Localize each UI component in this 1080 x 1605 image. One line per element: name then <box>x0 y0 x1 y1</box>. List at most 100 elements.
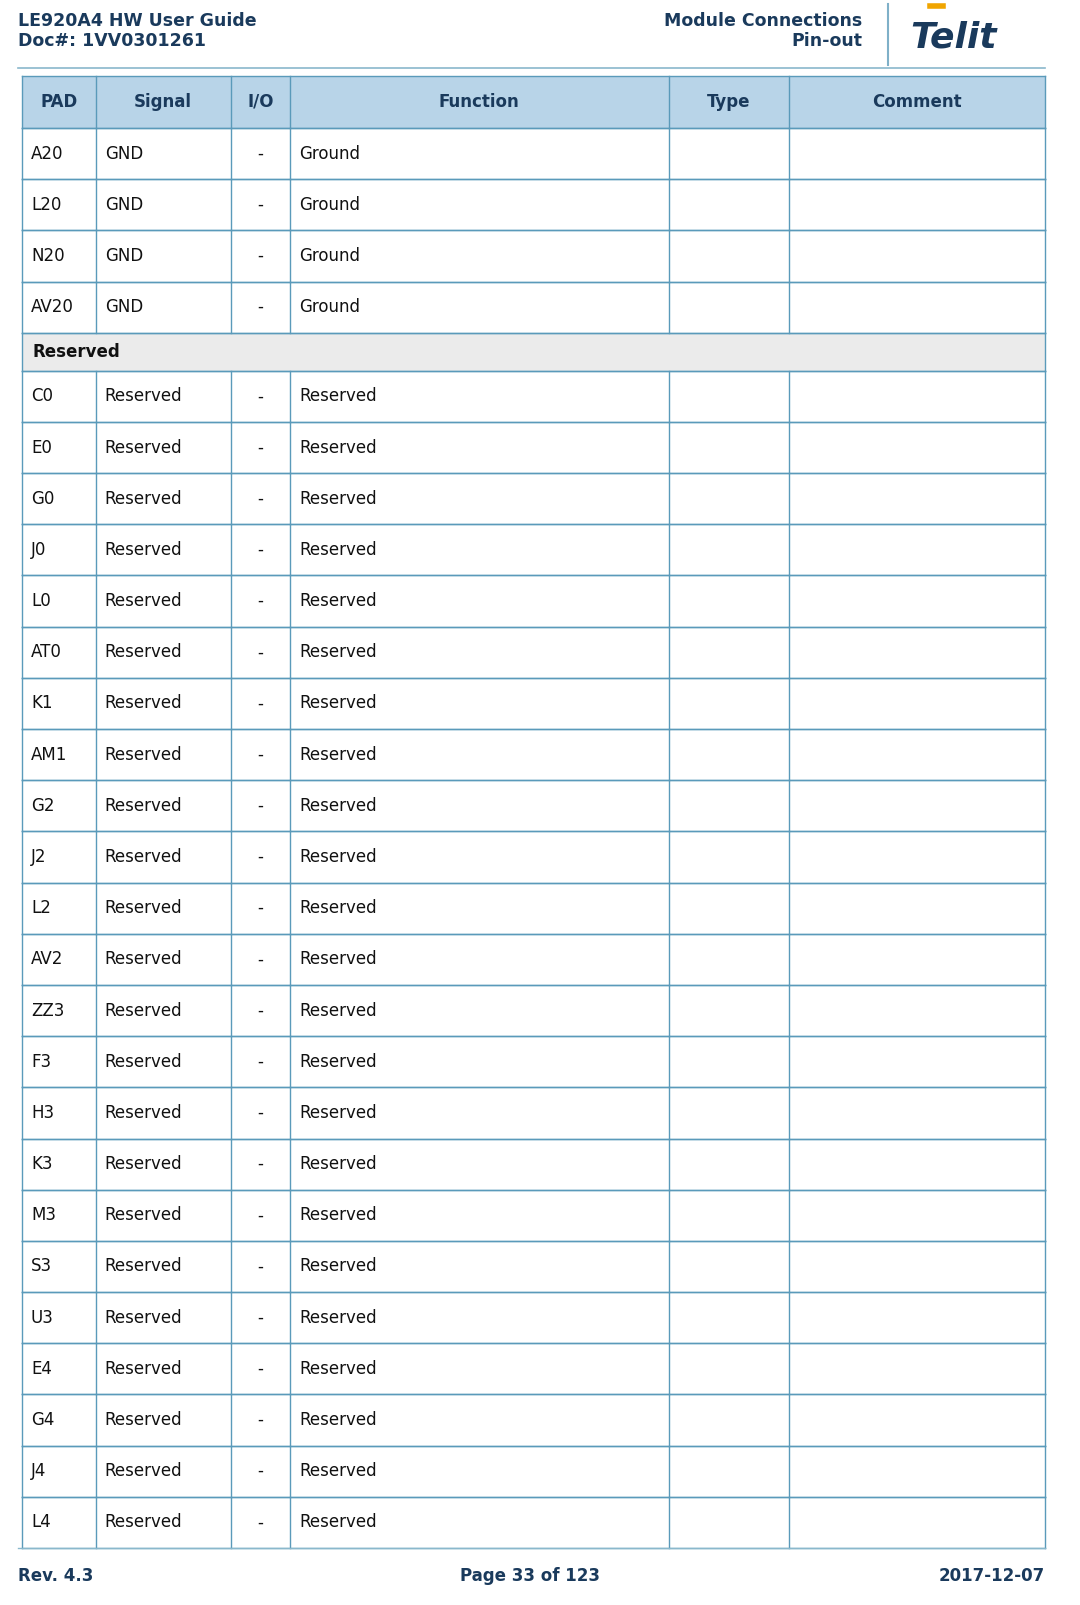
Text: -: - <box>257 1462 264 1480</box>
Text: Reserved: Reserved <box>105 695 183 713</box>
Bar <box>22 729 1045 780</box>
Text: Reserved: Reserved <box>299 387 377 406</box>
Text: -: - <box>257 1514 264 1531</box>
Text: G0: G0 <box>31 490 54 507</box>
Text: C0: C0 <box>31 387 53 406</box>
Text: -: - <box>257 1156 264 1173</box>
Text: Reserved: Reserved <box>299 1207 377 1225</box>
Bar <box>22 576 1045 626</box>
Text: -: - <box>257 196 264 213</box>
Text: Reserved: Reserved <box>299 1308 377 1327</box>
Text: -: - <box>257 144 264 162</box>
Bar <box>22 677 1045 729</box>
Text: -: - <box>257 1257 264 1276</box>
Bar <box>22 281 1045 332</box>
Text: E4: E4 <box>31 1359 52 1377</box>
Text: G2: G2 <box>31 796 54 815</box>
Bar <box>22 985 1045 1037</box>
Text: Reserved: Reserved <box>299 1156 377 1173</box>
Text: Reserved: Reserved <box>299 438 377 456</box>
Text: -: - <box>257 695 264 713</box>
Text: K3: K3 <box>31 1156 53 1173</box>
Text: AT0: AT0 <box>31 644 62 661</box>
Text: GND: GND <box>105 196 143 213</box>
Bar <box>22 525 1045 576</box>
Text: Reserved: Reserved <box>105 950 183 968</box>
Text: Reserved: Reserved <box>299 1359 377 1377</box>
Bar <box>22 1138 1045 1189</box>
Text: Reserved: Reserved <box>105 1514 183 1531</box>
Text: Reserved: Reserved <box>299 1002 377 1019</box>
Text: -: - <box>257 247 264 265</box>
Text: -: - <box>257 1359 264 1377</box>
Text: G4: G4 <box>31 1411 54 1428</box>
Bar <box>22 1395 1045 1446</box>
Text: Ground: Ground <box>299 144 360 162</box>
Text: Reserved: Reserved <box>299 1257 377 1276</box>
Text: K1: K1 <box>31 695 53 713</box>
Text: LE920A4 HW User Guide: LE920A4 HW User Guide <box>18 11 257 30</box>
Text: Reserved: Reserved <box>105 1359 183 1377</box>
Text: Reserved: Reserved <box>299 899 377 916</box>
Bar <box>22 1037 1045 1087</box>
Text: L0: L0 <box>31 592 51 610</box>
Bar <box>22 231 1045 281</box>
Text: Reserved: Reserved <box>105 1411 183 1428</box>
Text: E0: E0 <box>31 438 52 456</box>
Text: -: - <box>257 746 264 764</box>
Text: Reserved: Reserved <box>299 847 377 867</box>
Text: Ground: Ground <box>299 247 360 265</box>
Text: Reserved: Reserved <box>105 1156 183 1173</box>
Text: -: - <box>257 541 264 559</box>
Text: Rev. 4.3: Rev. 4.3 <box>18 1566 93 1586</box>
Text: Reserved: Reserved <box>299 1053 377 1071</box>
Text: A20: A20 <box>31 144 64 162</box>
Text: Telit: Telit <box>910 21 997 55</box>
Text: Reserved: Reserved <box>105 1207 183 1225</box>
Text: Reserved: Reserved <box>299 796 377 815</box>
Bar <box>22 473 1045 525</box>
Bar <box>22 1189 1045 1241</box>
Text: Reserved: Reserved <box>105 1257 183 1276</box>
Text: -: - <box>257 299 264 316</box>
Text: U3: U3 <box>31 1308 54 1327</box>
Text: -: - <box>257 899 264 916</box>
Text: Reserved: Reserved <box>105 541 183 559</box>
Text: Comment: Comment <box>873 93 962 111</box>
Text: Reserved: Reserved <box>105 1104 183 1122</box>
Text: Reserved: Reserved <box>105 438 183 456</box>
Text: Reserved: Reserved <box>299 592 377 610</box>
Text: Reserved: Reserved <box>105 592 183 610</box>
Text: Type: Type <box>707 93 751 111</box>
Text: AV2: AV2 <box>31 950 64 968</box>
Text: Reserved: Reserved <box>105 1462 183 1480</box>
Text: -: - <box>257 644 264 661</box>
Bar <box>22 626 1045 677</box>
Text: Signal: Signal <box>134 93 192 111</box>
Bar <box>22 780 1045 831</box>
Text: Reserved: Reserved <box>105 899 183 916</box>
Bar <box>22 332 1045 371</box>
Text: 2017-12-07: 2017-12-07 <box>939 1566 1045 1586</box>
Bar <box>22 1497 1045 1547</box>
Text: Reserved: Reserved <box>105 1053 183 1071</box>
Text: Page 33 of 123: Page 33 of 123 <box>460 1566 600 1586</box>
Bar <box>22 831 1045 883</box>
Text: -: - <box>257 950 264 968</box>
Text: Reserved: Reserved <box>105 1308 183 1327</box>
Text: -: - <box>257 1411 264 1428</box>
Text: -: - <box>257 796 264 815</box>
Text: -: - <box>257 1104 264 1122</box>
Bar <box>22 1087 1045 1138</box>
Bar <box>22 128 1045 180</box>
Text: -: - <box>257 1207 264 1225</box>
Text: -: - <box>257 490 264 507</box>
Text: GND: GND <box>105 247 143 265</box>
Text: Reserved: Reserved <box>299 644 377 661</box>
Text: Doc#: 1VV0301261: Doc#: 1VV0301261 <box>18 32 206 50</box>
Text: M3: M3 <box>31 1207 56 1225</box>
Text: -: - <box>257 387 264 406</box>
Text: GND: GND <box>105 299 143 316</box>
Text: Reserved: Reserved <box>299 746 377 764</box>
Text: Reserved: Reserved <box>105 847 183 867</box>
